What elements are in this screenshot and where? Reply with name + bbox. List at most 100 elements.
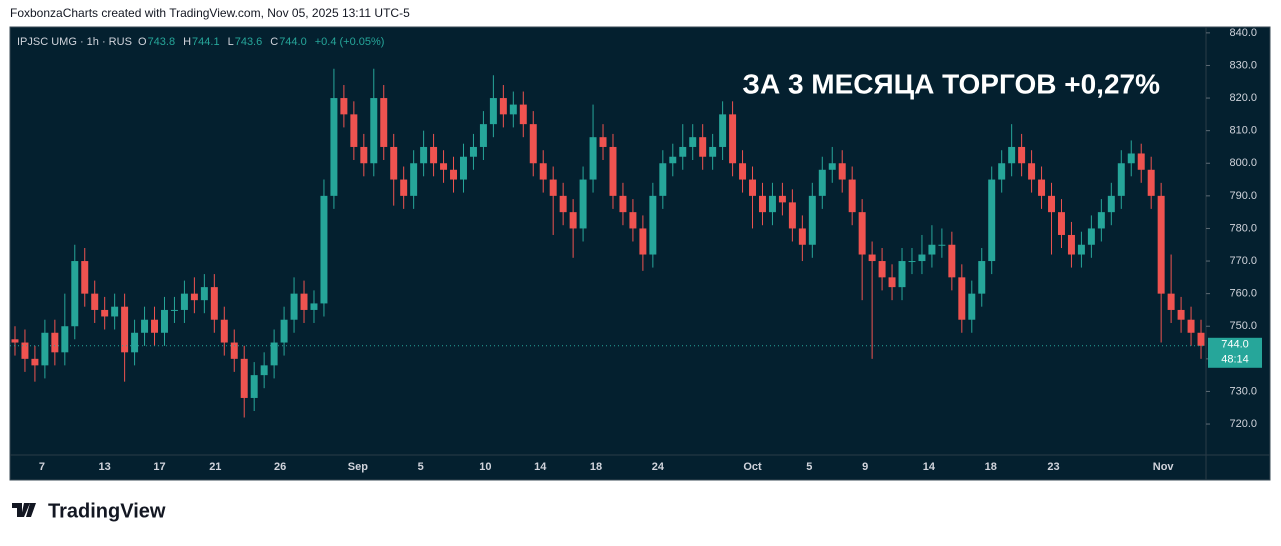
x-tick-label: 10 (479, 461, 491, 473)
y-tick-label: 830.0 (1229, 59, 1257, 71)
candle-body (1097, 212, 1105, 229)
brand-logo (12, 503, 36, 517)
candle-body (320, 195, 328, 304)
candle-body (758, 195, 766, 213)
candle-body (639, 228, 647, 255)
y-tick-label: 800.0 (1229, 157, 1257, 169)
ohlc-key: C (270, 36, 278, 48)
x-tick-label: 7 (39, 461, 45, 473)
candle-body (51, 332, 59, 353)
x-tick-label: 14 (923, 461, 936, 473)
candle-body (360, 146, 368, 164)
candle-body (559, 195, 567, 213)
candle-body (599, 137, 607, 147)
candle-body (210, 287, 218, 320)
candle-body (420, 146, 428, 164)
candle-body (160, 309, 168, 333)
candle-body (290, 293, 298, 320)
candle-body (180, 293, 188, 310)
candle-body (340, 98, 348, 115)
y-tick-label: 820.0 (1229, 92, 1257, 104)
ohlc-value: 744.1 (192, 36, 220, 48)
candle-body (719, 114, 727, 147)
y-tick-label: 760.0 (1229, 288, 1257, 300)
candle-body (569, 212, 577, 229)
candle-body (1067, 234, 1075, 255)
candle-body (988, 179, 996, 262)
candle-body (101, 309, 109, 317)
candle-body (1167, 293, 1175, 310)
ohlc-change: +0.4 (+0.05%) (315, 36, 385, 48)
last-price-label: 744.0 (1221, 339, 1249, 351)
candle-body (350, 114, 358, 147)
candle-body (260, 365, 268, 376)
y-tick-label: 730.0 (1229, 385, 1257, 397)
candle-body (729, 114, 737, 164)
candle-body (898, 261, 906, 288)
candle-body (1187, 319, 1195, 333)
candle-body (739, 163, 747, 180)
candle-body (151, 319, 159, 333)
candle-body (280, 319, 288, 343)
candle-body (1077, 244, 1085, 255)
candle-body (918, 254, 926, 262)
candle-body (469, 146, 477, 157)
candle-body (111, 306, 119, 317)
candle-body (1018, 146, 1026, 164)
x-tick-label: 18 (590, 461, 602, 473)
candle-body (200, 287, 208, 301)
candle-body (928, 244, 936, 255)
candle-body (848, 179, 856, 213)
candle-body (699, 137, 707, 157)
candle-body (888, 277, 896, 288)
candle-body (828, 163, 836, 170)
candle-body (798, 228, 806, 245)
candle-body (1177, 309, 1185, 320)
x-tick-label: 13 (99, 461, 111, 473)
candle-body (878, 261, 886, 278)
candle-body (689, 137, 697, 147)
candle-body (818, 169, 826, 196)
candle-body (619, 195, 627, 213)
candle-body (519, 104, 527, 125)
candle-body (948, 244, 956, 278)
candle-body (250, 375, 258, 398)
ohlc-key: O (138, 36, 147, 48)
candle-body (450, 169, 458, 180)
candle-body (1028, 163, 1036, 180)
x-tick-label: 21 (209, 461, 221, 473)
x-tick-label: 18 (985, 461, 997, 473)
candle-body (61, 326, 69, 353)
y-tick-label: 720.0 (1229, 418, 1257, 430)
y-tick-label: 750.0 (1229, 320, 1257, 332)
candle-body (1087, 228, 1095, 245)
candle-body (170, 309, 178, 311)
candle-body (190, 293, 198, 301)
x-tick-label: Sep (348, 461, 368, 473)
candle-body (300, 293, 308, 310)
candle-body (479, 124, 487, 147)
x-tick-label: 5 (418, 461, 424, 473)
candle-body (310, 303, 318, 310)
candle-body (938, 244, 946, 246)
candle-body (778, 195, 786, 203)
ohlc-key: H (183, 36, 191, 48)
candle-body (370, 98, 378, 164)
candle-body (499, 98, 507, 115)
candle-body (1137, 153, 1145, 170)
candle-body (91, 293, 99, 310)
candle-body (649, 195, 657, 255)
candle-body (788, 202, 796, 229)
candle-body (380, 98, 388, 147)
candle-body (1127, 153, 1135, 164)
x-tick-label: 26 (274, 461, 286, 473)
candle-body (390, 146, 398, 180)
candle-body (430, 146, 438, 164)
candle-body (629, 212, 637, 229)
annotation: ЗА 3 МЕСЯЦА ТОРГОВ +0,27% (742, 68, 1160, 99)
candle-body (1157, 195, 1165, 294)
y-tick-label: 780.0 (1229, 222, 1257, 234)
candle-body (1048, 195, 1056, 213)
candle-body (749, 179, 757, 196)
